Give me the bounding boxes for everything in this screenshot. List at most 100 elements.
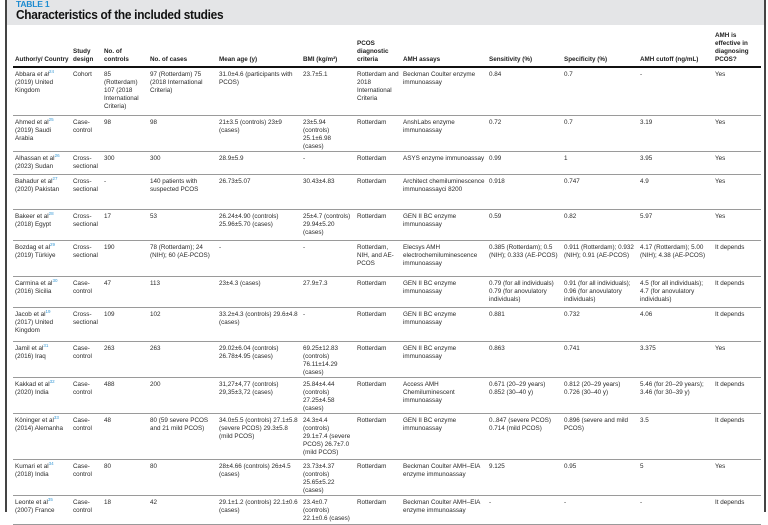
- age-cell: 21±3.5 (controls) 23±9 (cases): [217, 115, 301, 152]
- reference-link[interactable]: 28: [48, 210, 54, 216]
- table-row: Abbara et al24 (2019) United Kingdom Cohor…: [13, 67, 761, 116]
- effective-cell: It depends: [713, 240, 761, 277]
- controls-cell: 98: [102, 115, 148, 152]
- controls-cell: 80: [102, 459, 148, 496]
- table-header-bar: TABLE 1 Characteristics of the included …: [7, 0, 764, 25]
- bmi-cell: 69.25±12.83 (controls) 76.11±14.29 (case…: [301, 341, 355, 378]
- criteria-cell: Rotterdam: [355, 413, 401, 460]
- age-cell: 29.1±1.2 (controls) 22.1±0.6 (cases): [217, 495, 301, 525]
- author-cell: Bakeer et al28 (2018) Egypt: [13, 209, 71, 241]
- controls-cell: 18: [102, 495, 148, 525]
- cutoff-cell: 3.375: [638, 341, 713, 378]
- reference-link[interactable]: 35: [47, 496, 53, 502]
- spec-cell: 1: [562, 151, 638, 175]
- column-header: Specificity (%): [562, 32, 638, 68]
- age-cell: 34.0±5.5 (controls) 27.1±5.8 (severe PCO…: [217, 413, 301, 460]
- column-header: AMH cutoff (ng/mL): [638, 32, 713, 68]
- year-country: (2019) United Kingdom: [15, 79, 54, 94]
- criteria-cell: Rotterdam: [355, 209, 401, 241]
- author-name: Ahmed: [15, 118, 35, 126]
- et-al: et al: [42, 154, 55, 162]
- assay-cell: GEN II BC enzyme immunoassay: [401, 413, 487, 460]
- studies-table: Author/y/ Country Study design No. of cont…: [13, 32, 761, 525]
- author-name: Kakkad: [15, 380, 37, 388]
- author-name: Kumari: [15, 462, 35, 470]
- cases-cell: 80: [148, 459, 217, 496]
- sens-cell: 0.84: [487, 67, 562, 116]
- author-name: Alhassan: [15, 154, 41, 162]
- sens-cell: 0.918: [487, 174, 562, 210]
- column-header: AMH assays: [401, 32, 487, 68]
- design-cell: Cross-sectional: [71, 151, 102, 175]
- et-al: et al: [36, 118, 49, 126]
- reference-link[interactable]: 27: [52, 175, 58, 181]
- criteria-cell: Rotterdam and 2018 International Criteri…: [355, 67, 401, 116]
- reference-link[interactable]: 34: [48, 460, 54, 466]
- year-country: (2016) Sicilia: [15, 287, 52, 295]
- author-cell: Carmina et al30 (2016) Sicilia: [13, 276, 71, 308]
- bmi-cell: 24.3±4.4 (controls) 29.1±7.4 (severe PCO…: [301, 413, 355, 460]
- effective-cell: Yes: [713, 67, 761, 116]
- age-cell: 31,27±4,77 (controls) 29,35±3,72 (cases): [217, 377, 301, 414]
- controls-cell: 85 (Rotterdam) 107 (2018 International C…: [102, 67, 148, 116]
- reference-link[interactable]: 30: [52, 277, 58, 283]
- author-name: Bozdag: [15, 243, 37, 251]
- bmi-cell: -: [301, 307, 355, 342]
- age-cell: 26.24±4.90 (controls) 25.96±5.70 (cases): [217, 209, 301, 241]
- reference-link[interactable]: 19: [45, 308, 51, 314]
- design-cell: Cohort: [71, 67, 102, 116]
- table-panel: TABLE 1 Characteristics of the included …: [5, 0, 766, 512]
- table-row: Jacob et al19 (2017) United Kingdom Cross-…: [13, 307, 761, 342]
- criteria-cell: Rotterdam, NIH, and AE-PCOS: [355, 240, 401, 277]
- controls-cell: 47: [102, 276, 148, 308]
- author-cell: Jamil et al31 (2016) Iraq: [13, 341, 71, 378]
- table-header-row: Author/y/ Country Study design No. of cont…: [13, 32, 761, 68]
- cases-cell: 80 (59 severe PCOS and 21 mild PCOS): [148, 413, 217, 460]
- assay-cell: GEN II BC enzyme immunoassay: [401, 209, 487, 241]
- controls-cell: 190: [102, 240, 148, 277]
- effective-cell: It depends: [713, 276, 761, 308]
- design-cell: Case-control: [71, 459, 102, 496]
- effective-cell: It depends: [713, 413, 761, 460]
- spec-cell: 0.911 (Rotterdam); 0.932 (NIH); 0.91 (AE…: [562, 240, 638, 277]
- criteria-cell: Rotterdam: [355, 377, 401, 414]
- spec-cell: 0.82: [562, 209, 638, 241]
- author-name: Abbara: [15, 71, 36, 78]
- age-cell: -: [217, 240, 301, 277]
- reference-link[interactable]: 24: [48, 68, 54, 74]
- bmi-cell: 23±5.94 (controls) 25.1±6.98 (cases): [301, 115, 355, 152]
- reference-link[interactable]: 29: [50, 241, 56, 247]
- column-header: Sensitivity (%): [487, 32, 562, 68]
- reference-link[interactable]: 31: [43, 342, 49, 348]
- table-row: Jamil et al31 (2016) Iraq Case-control 263 2…: [13, 341, 761, 378]
- table-row: Alhassan et al26 (2023) Sudan Cross-sectio…: [13, 151, 761, 175]
- author-name: Köninger: [15, 416, 41, 424]
- design-cell: Case-control: [71, 413, 102, 460]
- effective-cell: It depends: [713, 307, 761, 342]
- cases-cell: 42: [148, 495, 217, 525]
- author-cell: Köninger et al33 (2014) Alemanha: [13, 413, 71, 460]
- reference-link[interactable]: 25: [48, 116, 54, 122]
- reference-link[interactable]: 33: [53, 414, 59, 420]
- assay-cell: GEN II BC enzyme immunoassay: [401, 307, 487, 342]
- assay-cell: Architect chemiluminescence immunoassayc…: [401, 174, 487, 210]
- cutoff-cell: 3.5: [638, 413, 713, 460]
- cutoff-cell: -: [638, 67, 713, 116]
- sens-cell: 0..847 (severe PCOS) 0.714 (mild PCOS): [487, 413, 562, 460]
- effective-cell: Yes: [713, 209, 761, 241]
- criteria-cell: Rotterdam: [355, 151, 401, 175]
- table-row: Köninger et al33 (2014) Alemanha Case-cont…: [13, 413, 761, 460]
- cutoff-cell: 5.46 (for 20–29 years); 3.46 (for 30–39 …: [638, 377, 713, 414]
- cases-cell: 200: [148, 377, 217, 414]
- year-country: (2023) Sudan: [15, 162, 54, 170]
- cutoff-cell: 4.06: [638, 307, 713, 342]
- bmi-cell: 23.4±0.7 (controls) 22.1±0.6 (cases): [301, 495, 355, 525]
- cutoff-cell: -: [638, 495, 713, 525]
- et-al: et al: [37, 380, 50, 388]
- table-row: Bozdag et al29 (2019) Türkiye Cross-sectio…: [13, 240, 761, 277]
- author-cell: Jacob et al19 (2017) United Kingdom: [13, 307, 71, 342]
- reference-link[interactable]: 32: [49, 378, 55, 384]
- reference-link[interactable]: 26: [54, 152, 60, 158]
- spec-cell: 0.7: [562, 67, 638, 116]
- cutoff-cell: 5: [638, 459, 713, 496]
